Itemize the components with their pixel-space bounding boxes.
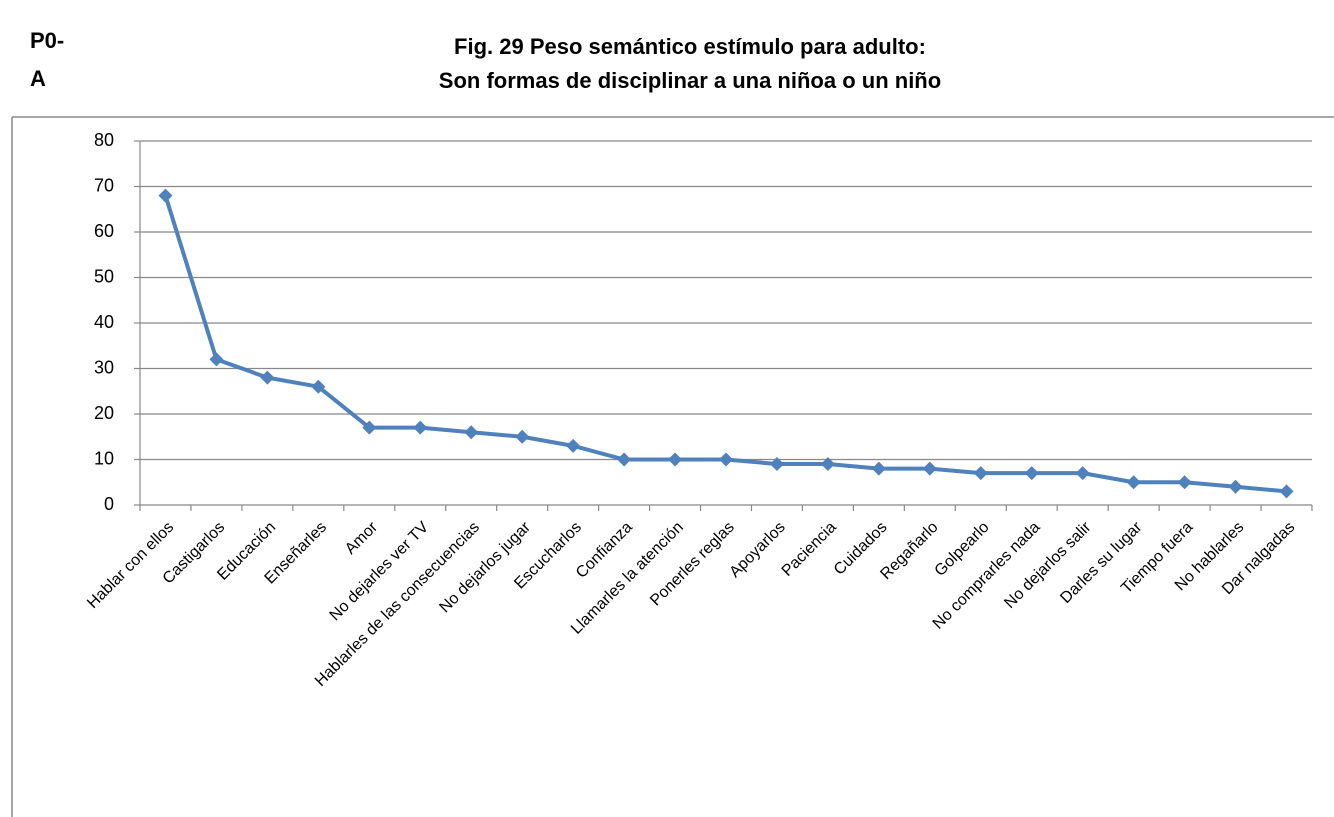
x-tick-label: Amor — [342, 518, 382, 558]
marker — [871, 461, 886, 476]
marker — [209, 352, 224, 367]
y-tick-label: 50 — [94, 266, 114, 286]
marker — [413, 420, 428, 435]
corner-label: P0- — [30, 28, 64, 53]
marker — [1126, 475, 1141, 490]
y-tick-label: 10 — [94, 448, 114, 468]
y-tick-label: 30 — [94, 357, 114, 377]
marker — [515, 429, 530, 444]
marker — [158, 188, 173, 203]
y-tick-label: 20 — [94, 403, 114, 423]
chart-title: Fig. 29 Peso semántico estímulo para adu… — [454, 34, 926, 59]
y-tick-label: 80 — [94, 130, 114, 150]
line — [163, 195, 1287, 494]
marker — [1024, 466, 1039, 481]
marker — [1075, 466, 1090, 481]
marker — [260, 370, 275, 385]
y-tick-label: 60 — [94, 221, 114, 241]
marker — [1228, 479, 1243, 494]
x-tick-label: Hablar con ellos — [84, 519, 177, 612]
x-tick-label: Paciencia — [779, 519, 840, 580]
x-tick-label: No dejarlos jugar — [436, 518, 534, 616]
marker — [362, 420, 377, 435]
marker — [1177, 475, 1192, 490]
x-tick-label: No dejarlos salir — [1001, 518, 1095, 612]
x-tick-label: Apoyarlos — [726, 519, 788, 581]
corner-label: A — [30, 66, 46, 91]
marker — [617, 452, 632, 467]
marker — [1279, 484, 1294, 499]
marker — [464, 425, 479, 440]
marker — [769, 457, 784, 472]
marker — [973, 466, 988, 481]
marker — [566, 438, 581, 453]
marker — [820, 457, 835, 472]
marker — [719, 452, 733, 467]
y-tick-label: 70 — [94, 175, 114, 195]
marker — [311, 379, 326, 394]
y-tick-label: 0 — [104, 494, 114, 514]
marker — [668, 452, 683, 467]
y-tick-label: 40 — [94, 312, 114, 332]
x-tick-label: No dejarles ver TV — [327, 519, 433, 625]
chart-title: Son formas de disciplinar a una niñoa o … — [439, 68, 941, 93]
marker — [922, 461, 937, 476]
